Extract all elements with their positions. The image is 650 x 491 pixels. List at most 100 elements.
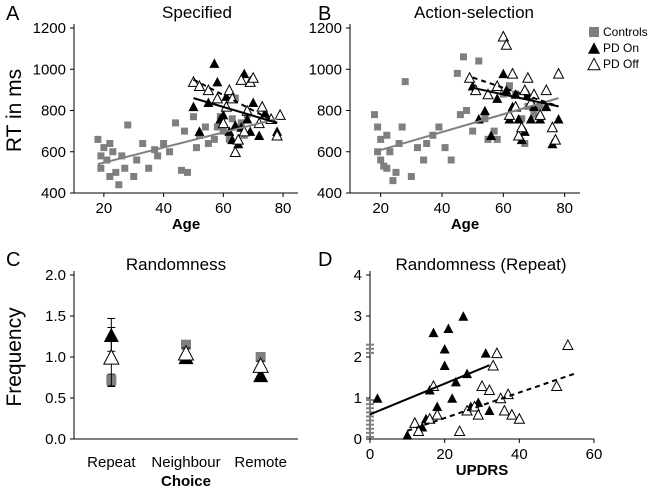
- fit-line: [193, 78, 278, 124]
- data-point: [459, 53, 467, 61]
- data-point: [420, 156, 428, 164]
- series-pd-off: [463, 30, 565, 145]
- data-point: [377, 135, 385, 143]
- data-point: [432, 401, 443, 411]
- y-tick-label: 1200: [309, 20, 342, 37]
- data-point: [439, 360, 450, 370]
- data-point: [497, 30, 510, 42]
- data-point: [501, 85, 512, 95]
- x-tick-label: 40: [155, 200, 172, 217]
- y-tick-label: 1000: [33, 61, 66, 78]
- data-point: [166, 148, 174, 156]
- data-point: [472, 408, 485, 420]
- y-axis-label: Frequency: [3, 307, 26, 407]
- data-point: [389, 177, 397, 185]
- x-tick-label: 60: [495, 200, 512, 217]
- data-point: [480, 348, 491, 358]
- data-point: [210, 135, 218, 143]
- data-point: [447, 156, 455, 164]
- data-point: [255, 352, 266, 362]
- data-point: [450, 376, 461, 387]
- series-pd-off: [408, 338, 574, 437]
- y-tick-label: 1: [354, 390, 362, 407]
- x-tick-label: 20: [436, 446, 453, 463]
- data-point: [541, 101, 552, 112]
- data-point: [383, 164, 391, 172]
- data-point: [386, 148, 394, 156]
- panel-C: C Randomness 0.0 0.5 1.0 1.5 2.0 Repeat Neighbou…: [3, 249, 298, 490]
- data-point: [439, 344, 450, 354]
- data-point: [518, 84, 531, 96]
- y-tick-label: 0.0: [45, 431, 66, 448]
- data-point: [242, 114, 253, 124]
- legend-item: Controls: [589, 25, 648, 39]
- data-point: [506, 67, 519, 79]
- panel-letter: C: [6, 249, 20, 271]
- data-point: [402, 430, 413, 440]
- data-point: [254, 130, 265, 140]
- data-point: [453, 69, 461, 77]
- x-tick-label: 40: [511, 446, 528, 463]
- data-point: [423, 140, 431, 147]
- data-point: [447, 393, 458, 403]
- data-point: [178, 166, 186, 174]
- panel-letter: D: [318, 249, 332, 271]
- x-axis-label: Age: [451, 216, 479, 233]
- data-point: [552, 67, 565, 79]
- data-point: [441, 144, 449, 152]
- y-tick-label: 600: [317, 144, 342, 161]
- data-point: [392, 168, 400, 176]
- data-point: [103, 156, 111, 164]
- legend-item: PD Off: [587, 57, 639, 71]
- x-axis-label: Age: [172, 216, 200, 233]
- data-point: [383, 131, 391, 139]
- y-tick-label: 1.0: [45, 349, 66, 366]
- y-tick-label: 400: [317, 185, 342, 202]
- data-point: [553, 114, 564, 124]
- legend-label: Controls: [603, 25, 648, 39]
- x-tick-label: 0: [366, 446, 374, 463]
- y-tick-label: 0.5: [45, 390, 66, 407]
- y-tick-label: 4: [354, 267, 362, 284]
- y-tick-label: 1200: [33, 20, 66, 37]
- data-point: [487, 359, 500, 371]
- y-tick-label: 800: [317, 103, 342, 120]
- data-point: [124, 121, 132, 129]
- data-point: [492, 93, 503, 103]
- data-point: [188, 101, 199, 112]
- x-tick-label: 60: [215, 200, 232, 217]
- data-point: [498, 68, 509, 79]
- data-point: [482, 88, 494, 100]
- data-point: [248, 97, 259, 107]
- legend-marker: [589, 27, 599, 37]
- data-point: [97, 152, 105, 160]
- data-point: [505, 82, 513, 90]
- data-point: [431, 408, 444, 420]
- data-point: [228, 115, 236, 123]
- y-tick-label: 0: [354, 431, 362, 448]
- data-point: [260, 107, 271, 118]
- data-point: [463, 71, 476, 83]
- data-point: [229, 145, 242, 157]
- data-point: [435, 123, 443, 131]
- data-point: [217, 117, 230, 129]
- panel-title: Specified: [162, 3, 232, 22]
- data-point: [121, 164, 129, 172]
- panel-A: A Specified 400 600 800 1000 1200 20 40 60 80 Age RT…: [3, 3, 298, 233]
- data-point: [458, 311, 469, 321]
- legend-item: PD On: [588, 41, 639, 55]
- data-point: [193, 79, 206, 91]
- data-point: [428, 327, 439, 338]
- data-point: [106, 140, 114, 147]
- data-point: [274, 108, 286, 120]
- data-point: [218, 109, 229, 120]
- data-point: [133, 156, 141, 164]
- data-point: [536, 102, 544, 110]
- y-axis-label: RT in ms: [3, 69, 26, 152]
- data-point: [211, 92, 224, 104]
- data-point: [453, 424, 466, 437]
- data-point: [483, 383, 496, 396]
- data-point: [209, 58, 220, 68]
